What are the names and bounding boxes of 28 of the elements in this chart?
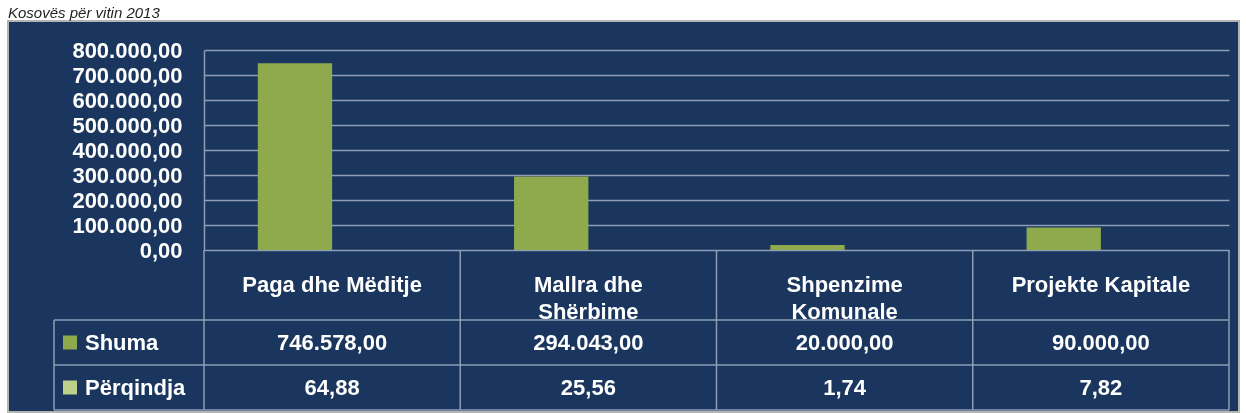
y-tick-label: 600.000,00 <box>72 87 183 113</box>
data-label: 7,82 <box>1079 374 1123 400</box>
data-label: 64,88 <box>304 374 360 400</box>
y-tick-label: 800.000,00 <box>72 37 183 63</box>
y-tick-label: 0,00 <box>139 237 183 263</box>
data-label: 25,56 <box>560 374 616 400</box>
x-tick-label: Paga dhe Mëditje <box>242 272 422 297</box>
data-label: 746.578,00 <box>277 329 388 355</box>
y-tick-label: 700.000,00 <box>72 62 183 88</box>
x-tick-label: Shpenzime Komunale <box>786 272 903 324</box>
y-tick-label: 300.000,00 <box>72 162 183 188</box>
x-tick-label: Mallra dhe Shërbime <box>533 272 643 324</box>
y-tick-label: 200.000,00 <box>72 187 183 213</box>
bar <box>1026 227 1101 250</box>
x-tick-label: Projekte Kapitale <box>1011 272 1191 297</box>
data-label: 1,74 <box>823 374 867 400</box>
y-tick-label: 400.000,00 <box>72 137 183 163</box>
data-label: 294.043,00 <box>533 329 644 355</box>
bar <box>770 245 845 250</box>
bar <box>514 176 589 250</box>
y-tick-label: 100.000,00 <box>72 212 183 238</box>
y-tick-label: 500.000,00 <box>72 112 183 138</box>
legend-label: Shuma <box>85 329 160 355</box>
bar <box>257 63 333 250</box>
text: Kosovës për vitin 2013 <box>8 4 161 21</box>
data-label: 90.000,00 <box>1051 329 1150 355</box>
legend-label: Përqindja <box>85 374 187 400</box>
data-label: 20.000,00 <box>795 329 894 355</box>
